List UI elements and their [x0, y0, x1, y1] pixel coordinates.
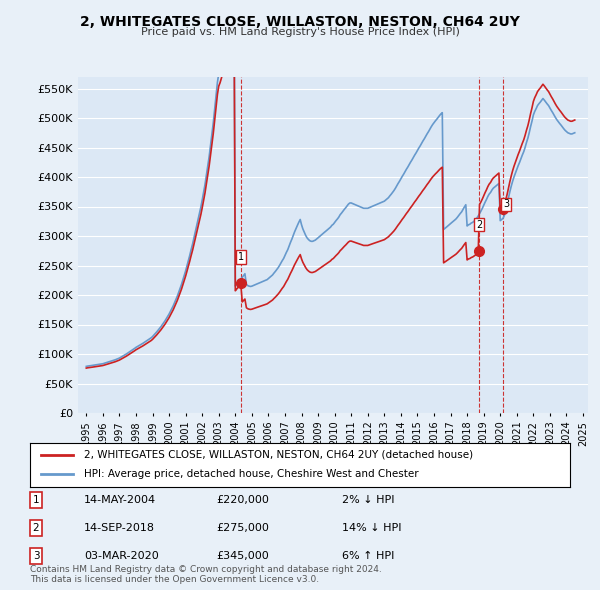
Text: 2: 2	[476, 219, 482, 230]
Text: £275,000: £275,000	[216, 523, 269, 533]
Text: £345,000: £345,000	[216, 552, 269, 561]
Text: 2, WHITEGATES CLOSE, WILLASTON, NESTON, CH64 2UY (detached house): 2, WHITEGATES CLOSE, WILLASTON, NESTON, …	[84, 450, 473, 460]
Text: 3: 3	[503, 199, 509, 209]
Text: Contains HM Land Registry data © Crown copyright and database right 2024.
This d: Contains HM Land Registry data © Crown c…	[30, 565, 382, 584]
Text: 03-MAR-2020: 03-MAR-2020	[84, 552, 159, 561]
Text: 2: 2	[32, 523, 40, 533]
Text: 1: 1	[32, 495, 40, 504]
Text: 14-MAY-2004: 14-MAY-2004	[84, 495, 156, 504]
Text: 1: 1	[238, 252, 244, 262]
Text: 2% ↓ HPI: 2% ↓ HPI	[342, 495, 395, 504]
Text: 6% ↑ HPI: 6% ↑ HPI	[342, 552, 394, 561]
Text: 3: 3	[32, 552, 40, 561]
Text: £220,000: £220,000	[216, 495, 269, 504]
Text: 14% ↓ HPI: 14% ↓ HPI	[342, 523, 401, 533]
Text: Price paid vs. HM Land Registry's House Price Index (HPI): Price paid vs. HM Land Registry's House …	[140, 27, 460, 37]
Text: HPI: Average price, detached house, Cheshire West and Chester: HPI: Average price, detached house, Ches…	[84, 470, 419, 479]
Text: 2, WHITEGATES CLOSE, WILLASTON, NESTON, CH64 2UY: 2, WHITEGATES CLOSE, WILLASTON, NESTON, …	[80, 15, 520, 29]
Text: 14-SEP-2018: 14-SEP-2018	[84, 523, 155, 533]
